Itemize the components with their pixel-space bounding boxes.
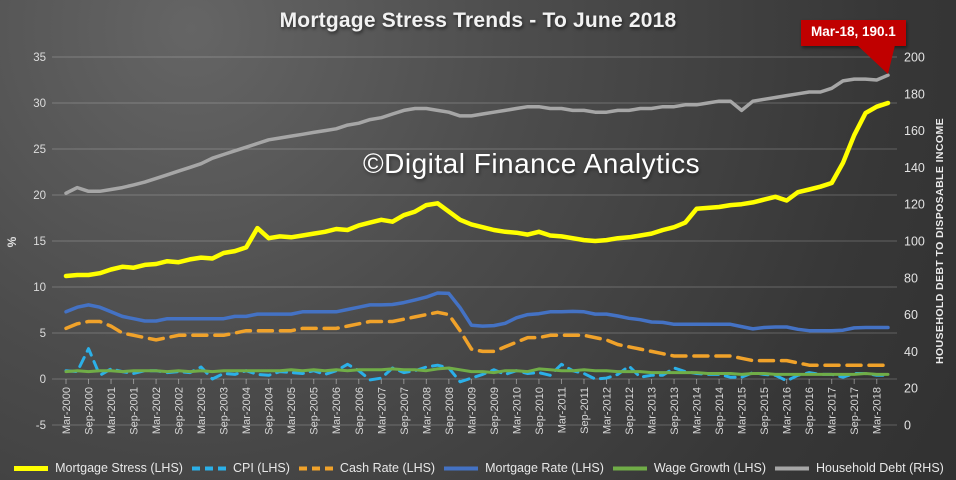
- x-axis-tick-label: Mar-2000: [61, 387, 73, 434]
- x-axis-tick-label: Sep-2014: [714, 387, 726, 435]
- x-axis-tick-label: Mar-2012: [601, 387, 613, 434]
- x-axis-tick-label: Mar-2002: [151, 387, 163, 434]
- x-axis-tick-label: Mar-2011: [556, 387, 568, 433]
- legend-swatch-icon: [191, 466, 226, 470]
- legend-item: Household Debt (RHS): [773, 461, 944, 475]
- right-axis-tick-label: 40: [904, 345, 918, 359]
- right-axis-title: HOUSEHOLD DEBT TO DISPOSABLE INCOME: [934, 118, 946, 364]
- left-axis-tick-label: 10: [33, 282, 46, 294]
- left-axis-tick-label: 35: [33, 52, 46, 64]
- legend-swatch-icon: [298, 466, 333, 470]
- right-axis-tick-label: 200: [904, 51, 925, 65]
- right-axis-tick-label: 100: [904, 235, 925, 249]
- series-line-cpi-lhs: [64, 347, 890, 384]
- x-axis-tick-label: Sep-2006: [354, 387, 366, 435]
- series-line-wage-growth-lhs: [64, 366, 890, 376]
- legend-label: Mortgage Stress (LHS): [55, 461, 183, 475]
- x-axis-tick-label: Sep-2004: [264, 387, 276, 435]
- right-axis-tick-label: 60: [904, 308, 918, 322]
- watermark-text: ©Digital Finance Analytics: [363, 148, 701, 179]
- left-axis-tick-label: 30: [33, 98, 46, 110]
- x-axis-tick-label: Sep-2012: [624, 387, 636, 435]
- legend-item: Mortgage Stress (LHS): [12, 461, 183, 475]
- right-axis-tick-label: 160: [904, 124, 925, 138]
- x-axis-tick-label: Sep-2009: [489, 387, 501, 435]
- series-line-mortgage-rate-lhs: [64, 291, 890, 333]
- chart-legend: Mortgage Stress (LHS) CPI (LHS) Cash Rate …: [0, 461, 956, 475]
- series-line-mortgage-stress-lhs: [63, 100, 891, 279]
- legend-label: Wage Growth (LHS): [653, 461, 766, 475]
- legend-label: Cash Rate (LHS): [339, 461, 436, 475]
- x-axis-tick-label: Mar-2004: [241, 387, 253, 434]
- x-axis-tick-label: Sep-2003: [219, 387, 231, 435]
- left-axis-tick-label: 15: [33, 236, 46, 248]
- x-axis-tick-label: Sep-2000: [84, 387, 96, 435]
- x-axis-tick-label: Mar-2014: [692, 387, 704, 434]
- legend-item: Wage Growth (LHS): [611, 461, 766, 475]
- left-axis-tick-label: 0: [40, 374, 46, 386]
- left-axis-tick-label: 25: [33, 144, 46, 156]
- x-axis-tick-label: Sep-2008: [444, 387, 456, 435]
- left-axis-tick-label: 5: [40, 328, 46, 340]
- x-axis-tick-label: Mar-2016: [782, 387, 794, 434]
- x-axis-tick-label: Sep-2016: [804, 387, 816, 435]
- x-axis-tick-label: Sep-2002: [174, 387, 186, 435]
- callout-pointer: [857, 45, 895, 74]
- legend-item: Cash Rate (LHS): [297, 461, 435, 475]
- legend-swatch-icon: [612, 466, 647, 470]
- x-axis-tick-label: Sep-2001: [129, 387, 141, 435]
- right-axis-tick-label: 180: [904, 87, 925, 101]
- x-axis-tick-label: Sep-2005: [309, 387, 321, 435]
- x-axis-tick-label: Mar-2005: [286, 387, 298, 434]
- x-axis-tick-label: Sep-2017: [849, 387, 861, 435]
- x-axis-tick-label: Sep-2010: [534, 387, 546, 435]
- chart-title: Mortgage Stress Trends - To June 2018: [279, 9, 677, 32]
- x-axis-tick-label: Mar-2007: [376, 387, 388, 434]
- series-line-cash-rate-lhs: [64, 310, 890, 367]
- right-axis-tick-label: 0: [904, 419, 911, 433]
- x-axis-tick-label: Mar-2006: [331, 387, 343, 434]
- x-axis-tick-label: Mar-2018: [872, 387, 884, 434]
- legend-swatch-icon: [444, 466, 479, 470]
- legend-label: CPI (LHS): [232, 461, 290, 475]
- right-axis-tick-label: 120: [904, 198, 925, 212]
- x-axis-tick-label: Mar-2013: [647, 387, 659, 434]
- x-axis-tick-label: Sep-2015: [759, 387, 771, 435]
- legend-item: Mortgage Rate (LHS): [442, 461, 604, 475]
- left-axis-title: %: [5, 236, 19, 248]
- x-axis-tick-label: Mar-2017: [827, 387, 839, 434]
- x-axis-tick-label: Mar-2001: [106, 387, 118, 434]
- x-axis-tick-label: Mar-2015: [737, 387, 749, 434]
- x-axis-tick-label: Sep-2013: [669, 387, 681, 435]
- x-axis-tick-label: Mar-2003: [196, 387, 208, 434]
- x-axis-tick-label: Sep-2007: [399, 387, 411, 435]
- data-label-callout: Mar-18, 190.1: [801, 20, 906, 46]
- legend-swatch-icon: [775, 466, 809, 470]
- series-line-household-debt-rhs: [64, 73, 890, 195]
- legend-item: CPI (LHS): [190, 461, 290, 475]
- left-axis-tick-label: 20: [33, 190, 46, 202]
- left-axis-tick-label: -5: [36, 420, 46, 432]
- right-axis-tick-label: 80: [904, 271, 918, 285]
- right-axis-tick-label: 20: [904, 382, 918, 396]
- right-axis-tick-label: 140: [904, 161, 925, 175]
- x-axis-tick-label: Mar-2008: [421, 387, 433, 434]
- legend-label: Household Debt (RHS): [816, 461, 944, 475]
- legend-swatch-icon: [14, 465, 49, 471]
- x-axis-tick-label: Sep-2011: [579, 387, 591, 434]
- x-axis-tick-label: Mar-2009: [466, 387, 478, 434]
- legend-label: Mortgage Rate (LHS): [485, 461, 604, 475]
- x-axis-tick-label: Mar-2010: [511, 387, 523, 434]
